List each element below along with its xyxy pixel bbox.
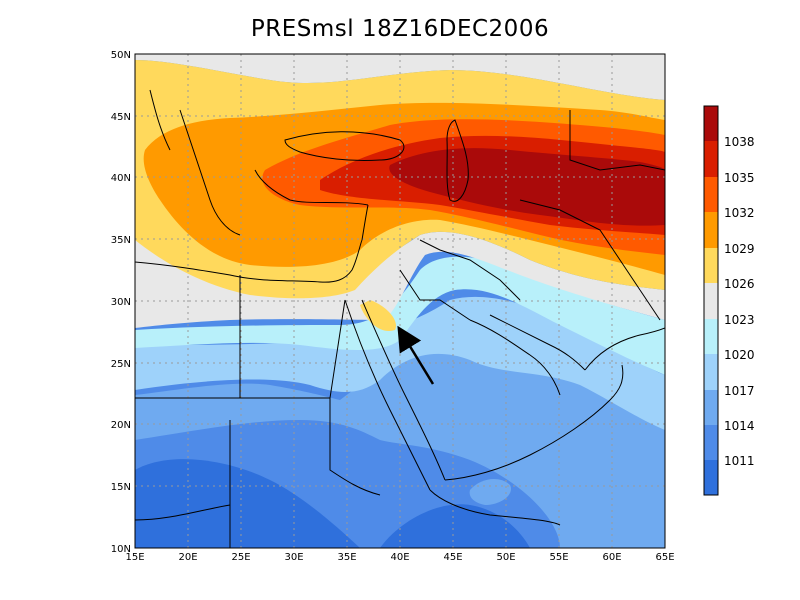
lat-tick-labels: 10N 15N 20N 25N 30N 35N 40N 45N 50N bbox=[111, 50, 131, 555]
colorbar-labels: 1038 1035 1032 1029 1026 1023 1020 1017 … bbox=[724, 135, 755, 468]
lon-tick-45e: 45E bbox=[443, 552, 462, 563]
contour-lt1011-west bbox=[135, 459, 360, 548]
lon-tick-65e: 65E bbox=[655, 552, 674, 563]
lat-tick-30n: 30N bbox=[111, 297, 131, 308]
colorbar-swatch bbox=[704, 425, 718, 460]
contour-1023-north bbox=[135, 54, 665, 100]
lat-tick-15n: 15N bbox=[111, 482, 131, 493]
lat-tick-20n: 20N bbox=[111, 420, 131, 431]
colorbar-label-1035: 1035 bbox=[724, 171, 755, 185]
lon-tick-15e: 15E bbox=[125, 552, 144, 563]
lat-tick-35n: 35N bbox=[111, 235, 131, 246]
lon-tick-30e: 30E bbox=[284, 552, 303, 563]
lat-tick-10n: 10N bbox=[111, 544, 131, 555]
annotation-arrow bbox=[397, 325, 435, 385]
colorbar-swatch bbox=[704, 212, 718, 248]
lon-tick-55e: 55E bbox=[549, 552, 568, 563]
colorbar-swatch bbox=[704, 319, 718, 354]
colorbar-label-1038: 1038 bbox=[724, 135, 755, 149]
colorbar-swatch bbox=[704, 390, 718, 425]
lon-tick-60e: 60E bbox=[602, 552, 621, 563]
lon-tick-35e: 35E bbox=[337, 552, 356, 563]
lat-tick-50n: 50N bbox=[111, 50, 131, 61]
lon-tick-20e: 20E bbox=[178, 552, 197, 563]
map-frame bbox=[134, 53, 666, 549]
colorbar-label-1014: 1014 bbox=[724, 419, 755, 433]
lat-tick-40n: 40N bbox=[111, 173, 131, 184]
colorbar-swatch bbox=[704, 106, 718, 141]
colorbar-swatch bbox=[704, 354, 718, 390]
colorbar-label-1011: 1011 bbox=[724, 454, 755, 468]
lat-tick-45n: 45N bbox=[111, 112, 131, 123]
contour-1014-spot bbox=[469, 478, 511, 505]
contour-1038 bbox=[389, 148, 665, 226]
pressure-field bbox=[135, 54, 665, 548]
lat-tick-25n: 25N bbox=[111, 359, 131, 370]
colorbar: 1038 1035 1032 1029 1026 1023 1020 1017 … bbox=[703, 105, 755, 496]
colorbar-swatch bbox=[704, 248, 718, 283]
contour-1023 bbox=[135, 231, 665, 328]
coastlines bbox=[135, 89, 665, 548]
contour-1020 bbox=[135, 256, 665, 375]
lon-tick-25e: 25E bbox=[231, 552, 250, 563]
colorbar-frame bbox=[703, 105, 719, 496]
contour-1014 bbox=[135, 344, 665, 548]
lon-tick-40e: 40E bbox=[390, 552, 409, 563]
colorbar-label-1032: 1032 bbox=[724, 206, 755, 220]
contour-1026-arabia bbox=[360, 300, 396, 331]
colorbar-swatch bbox=[704, 177, 718, 212]
colorbar-label-1017: 1017 bbox=[724, 384, 755, 398]
lon-tick-50e: 50E bbox=[496, 552, 515, 563]
lon-tick-labels: 15E 20E 25E 30E 35E 40E 45E 50E 55E 60E … bbox=[125, 552, 674, 563]
colorbar-label-1029: 1029 bbox=[724, 242, 755, 256]
colorbar-label-1020: 1020 bbox=[724, 348, 755, 362]
colorbar-swatch bbox=[704, 283, 718, 319]
graticule bbox=[135, 54, 665, 548]
colorbar-label-1026: 1026 bbox=[724, 277, 755, 291]
map-title: PRESmsl 18Z16DEC2006 bbox=[250, 16, 550, 42]
colorbar-label-1023: 1023 bbox=[724, 313, 755, 327]
colorbar-swatch bbox=[704, 141, 718, 177]
colorbar-swatch bbox=[704, 460, 718, 495]
